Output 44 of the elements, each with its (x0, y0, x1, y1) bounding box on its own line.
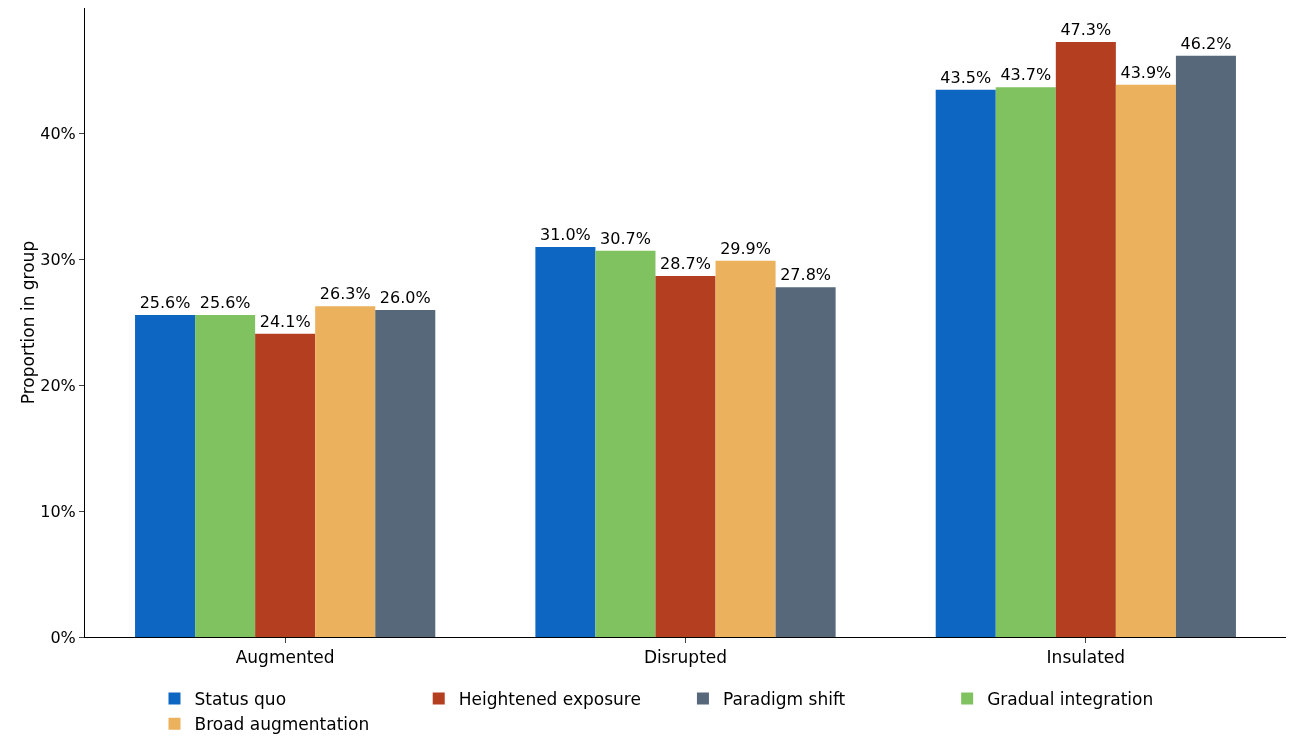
bar (255, 333, 316, 637)
y-tick-label: 10% (40, 501, 76, 521)
x-tick-label: Disrupted (643, 647, 728, 668)
y-tick-label: 20% (40, 376, 76, 395)
bar (935, 89, 996, 637)
bar (715, 260, 776, 637)
bar (1055, 41, 1116, 637)
data-label: 27.8% (780, 265, 832, 285)
y-axis-title: Proportion in group (18, 240, 39, 405)
bar (595, 250, 656, 637)
data-label: 26.3% (319, 284, 371, 304)
x-tick-label: Insulated (1046, 647, 1126, 668)
legend-label: Heightened exposure (458, 689, 641, 710)
y-tick-label: 30% (40, 250, 76, 270)
legend-label: Paradigm shift (722, 689, 846, 710)
bar (195, 314, 256, 637)
data-label: 25.6% (139, 292, 191, 312)
x-tick-label: Augmented (235, 647, 335, 668)
bar (655, 275, 716, 637)
bar (315, 306, 376, 637)
bar (1175, 55, 1236, 637)
data-label: 26.0% (379, 287, 431, 307)
data-label: 43.9% (1120, 62, 1172, 82)
legend-label: Status quo (194, 689, 287, 710)
legend-label: Broad augmentation (194, 714, 370, 735)
bar (375, 309, 436, 637)
bar (535, 247, 596, 637)
data-label: 43.5% (940, 67, 992, 87)
bar (1115, 84, 1176, 637)
legend-label: Gradual integration (987, 689, 1154, 710)
data-label: 30.7% (600, 228, 651, 248)
data-label: 29.9% (720, 238, 771, 258)
data-label: 46.2% (1180, 33, 1232, 53)
data-label: 28.7% (660, 253, 711, 273)
bar (995, 87, 1056, 637)
y-tick-label: 0% (50, 627, 76, 647)
data-label: 24.1% (259, 311, 311, 331)
bar (135, 314, 196, 637)
data-label: 25.6% (199, 292, 251, 312)
y-tick-label: 40% (40, 124, 76, 144)
data-label: 47.3% (1060, 19, 1112, 39)
data-label: 43.7% (1000, 65, 1052, 85)
bar (775, 287, 836, 637)
data-label: 31.0% (539, 225, 591, 245)
